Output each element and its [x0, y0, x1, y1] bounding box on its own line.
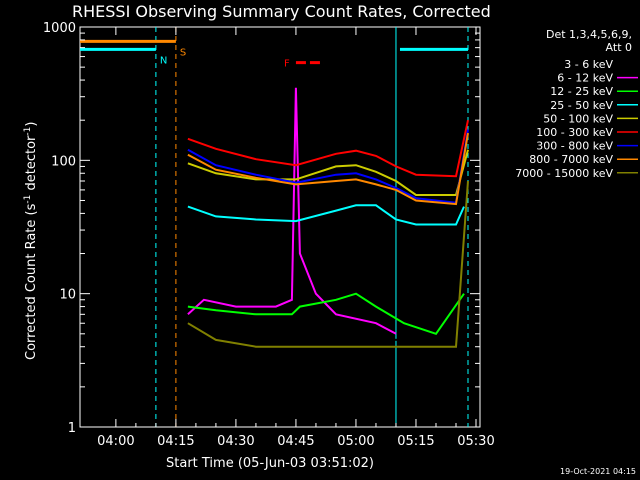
chart-title: RHESSI Observing Summary Count Rates, Co… — [72, 2, 491, 21]
series-line — [187, 129, 469, 204]
x-tick-label: 05:15 — [397, 434, 434, 449]
series-line — [187, 253, 457, 351]
series-layer — [187, 87, 469, 351]
legend-label: 100 - 300 keV — [536, 126, 613, 139]
series-line — [187, 132, 469, 206]
y-axis-label-mid: detector — [24, 135, 39, 195]
y-tick-label: 1 — [68, 421, 76, 436]
series-line — [187, 119, 469, 178]
plot-frame — [79, 26, 481, 428]
plot-border — [79, 26, 481, 428]
x-tick-label: 04:30 — [217, 434, 254, 449]
series-line — [187, 292, 465, 335]
legend-label: 6 - 12 keV — [557, 72, 613, 85]
x-tick-label: 05:00 — [337, 434, 374, 449]
series-line — [187, 204, 465, 226]
legend-label: 800 - 7000 keV — [529, 153, 613, 166]
x-tick-label: 05:30 — [457, 434, 494, 449]
y-axis-label-main: Corrected Count Rate (s — [24, 203, 39, 360]
flag-label: S — [180, 47, 186, 58]
y-axis-label: Corrected Count Rate (s-1 detector-1) — [23, 122, 39, 360]
y-tick-label: 10 — [59, 288, 76, 303]
y-axis-label-sup2: -1 — [23, 127, 33, 136]
legend-label: 7000 - 15000 keV — [515, 167, 613, 180]
legend-header-2: Att 0 — [606, 41, 632, 54]
legend-label: 300 - 800 keV — [536, 140, 613, 153]
ticks-layer: 04:00 04:15 04:30 04:45 05:00 05:15 05:30 1 10 10… — [43, 21, 495, 449]
legend-label: 50 - 100 keV — [543, 112, 613, 125]
y-axis-label-sup1: -1 — [23, 195, 33, 204]
flags-layer: S N F — [80, 27, 469, 427]
x-tick-label: 04:45 — [277, 434, 314, 449]
flag-label: N — [160, 55, 167, 66]
legend-header-1: Det 1,3,4,5,6,9, — [546, 28, 632, 41]
y-tick-label: 1000 — [43, 21, 76, 36]
legend-label: 12 - 25 keV — [550, 85, 613, 98]
legend-label: 25 - 50 keV — [550, 99, 613, 112]
y-axis-label-end: ) — [24, 122, 39, 127]
legend-label: 3 - 6 keV — [564, 58, 613, 71]
x-tick-label: 04:15 — [157, 434, 194, 449]
series-line — [187, 149, 469, 196]
flag-label: F — [284, 59, 290, 70]
x-axis-label: Start Time (05-Jun-03 03:51:02) — [166, 456, 374, 471]
y-tick-label: 100 — [51, 154, 76, 169]
series-line — [187, 180, 469, 348]
timestamp: 19-Oct-2021 04:15 — [560, 467, 636, 476]
x-tick-label: 04:00 — [97, 434, 134, 449]
series-line — [187, 87, 397, 335]
